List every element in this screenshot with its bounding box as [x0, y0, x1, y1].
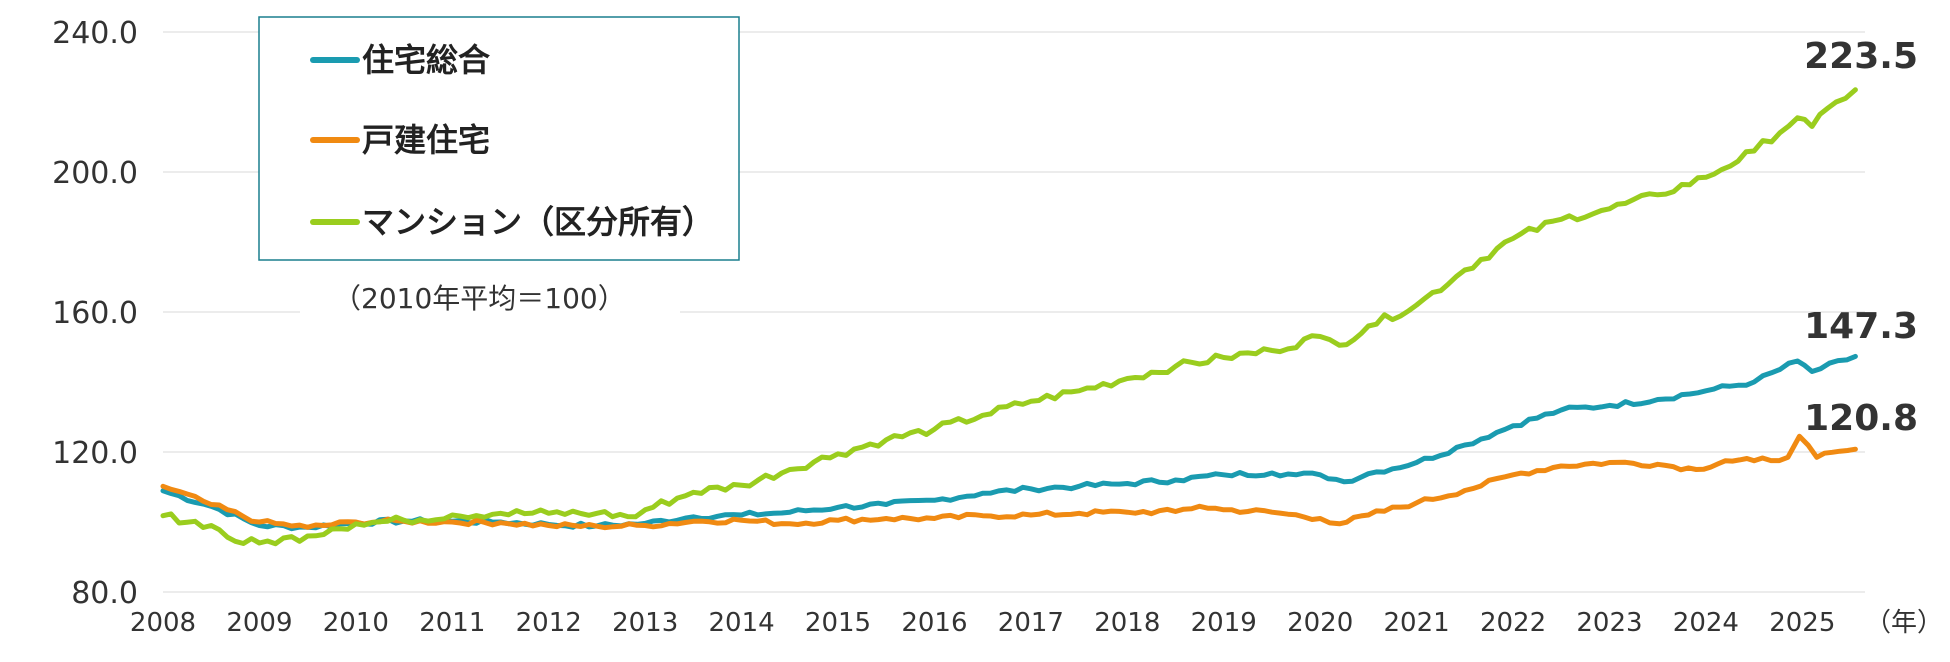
- y-tick-label: 240.0: [52, 16, 138, 51]
- x-tick-label: 2012: [516, 608, 582, 638]
- end-labels: 147.3 120.8 223.5: [1804, 36, 1918, 439]
- x-tick-label: 2010: [323, 608, 389, 638]
- legend-label-2: マンション（区分所有）: [362, 203, 714, 241]
- x-tick-label: 2018: [1094, 608, 1160, 638]
- base-note: （2010年平均＝100）: [333, 282, 626, 315]
- legend: 住宅総合 戸建住宅 マンション（区分所有）: [258, 16, 740, 261]
- x-tick-label: 2024: [1673, 608, 1739, 638]
- x-tick-label: 2014: [708, 608, 774, 638]
- x-tick-label: 2022: [1480, 608, 1546, 638]
- y-tick-label: 120.0: [52, 436, 138, 471]
- x-tick-label: 2008: [130, 608, 196, 638]
- legend-label-0: 住宅総合: [362, 41, 490, 79]
- x-tick-label: 2017: [998, 608, 1064, 638]
- x-tick-label: 2025: [1769, 608, 1835, 638]
- end-value-label-0: 147.3: [1804, 306, 1918, 347]
- x-axis-unit: （年）: [1865, 608, 1943, 638]
- x-tick-label: 2021: [1384, 608, 1450, 638]
- y-tick-label: 160.0: [52, 296, 138, 331]
- x-tick-label: 2011: [419, 608, 485, 638]
- x-tick-label: 2015: [805, 608, 871, 638]
- series-line-0: [160, 353, 1858, 532]
- legend-label-1: 戸建住宅: [362, 121, 490, 159]
- note-background: [300, 272, 680, 322]
- x-tick-label: 2016: [901, 608, 967, 638]
- y-tick-label: 200.0: [52, 156, 138, 191]
- x-tick-label: 2020: [1287, 608, 1353, 638]
- y-axis-ticks: 80.0 120.0 160.0 200.0 240.0: [52, 16, 138, 611]
- end-value-label-1: 120.8: [1804, 398, 1918, 439]
- y-tick-label: 80.0: [71, 576, 138, 611]
- x-tick-label: 2019: [1191, 608, 1257, 638]
- series-line-1: [160, 433, 1858, 531]
- series-line-2: [160, 87, 1858, 547]
- x-tick-label: 2023: [1576, 608, 1642, 638]
- x-axis-ticks: 2008 2009 2010 2011 2012 2013 2014 2015 2016 2017…: [130, 608, 1835, 638]
- end-value-label-2: 223.5: [1804, 36, 1918, 77]
- x-tick-label: 2013: [612, 608, 678, 638]
- x-tick-label: 2009: [226, 608, 292, 638]
- series-lines: [160, 87, 1858, 547]
